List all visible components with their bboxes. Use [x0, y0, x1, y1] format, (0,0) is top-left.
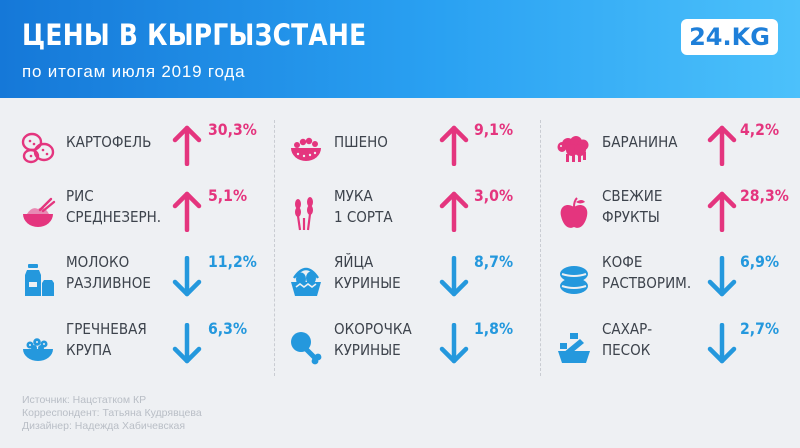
item-name: САХАР- ПЕСОК	[602, 319, 719, 361]
credit-designer: Дизайнер: Надежда Хабичевская	[22, 420, 186, 432]
arrow-up-icon	[707, 190, 737, 233]
item-name: МУКА 1 СОРТА	[334, 186, 451, 228]
arrow-up-icon	[439, 124, 469, 167]
coffee-beans-icon	[556, 262, 592, 298]
item-name-line: РАЗЛИВНОЕ	[66, 274, 151, 292]
item-name-line: ЯЙЦА	[334, 253, 374, 271]
item-name-line: КРУПА	[66, 341, 112, 359]
page-subtitle: по итогам июля 2019 года	[22, 62, 246, 81]
change-value: 4,2%	[740, 120, 780, 139]
millet-icon	[288, 130, 324, 166]
rice-bowl-icon	[20, 196, 56, 232]
change-value: 6,3%	[208, 319, 248, 338]
item-name: СВЕЖИЕ ФРУКТЫ	[602, 186, 719, 228]
item-name: КОФЕ РАСТВОРИМ.	[602, 252, 719, 294]
arrow-down-icon	[172, 255, 202, 298]
sheep-icon	[556, 130, 592, 166]
chicken-leg-icon	[288, 329, 324, 365]
eggs-basket-icon	[288, 262, 324, 298]
arrow-up-icon	[439, 190, 469, 233]
wheat-icon	[288, 196, 324, 232]
sugar-scoop-icon	[556, 329, 592, 365]
change-value: 6,9%	[740, 252, 780, 271]
item-name: ПШЕНО	[334, 132, 451, 153]
credit-source: Источник: Нацстатком КР	[22, 394, 147, 406]
credit-correspondent: Корреспондент: Татьяна Кудрявцева	[22, 407, 202, 419]
item-name-line: СРЕДНЕЗЕРН.	[66, 208, 162, 226]
item-name-line: КУРИНЫЕ	[334, 341, 401, 359]
item-name-line: РИС	[66, 187, 94, 205]
item-name-line: БАРАНИНА	[602, 133, 678, 151]
item-name: ОКОРОЧКА КУРИНЫЕ	[334, 319, 451, 361]
brand-logo: 24.KG	[681, 19, 778, 55]
item-name-line: ПШЕНО	[334, 133, 388, 151]
item-name: БАРАНИНА	[602, 132, 719, 153]
header-banner: ЦЕНЫ В КЫРГЫЗСТАНЕ по итогам июля 2019 г…	[0, 0, 800, 98]
item-name: КАРТОФЕЛЬ	[66, 132, 183, 153]
item-name: МОЛОКО РАЗЛИВНОЕ	[66, 252, 183, 294]
arrow-up-icon	[707, 124, 737, 167]
content-area	[0, 98, 800, 448]
item-name-line: КОФЕ	[602, 253, 643, 271]
credits: Источник: Нацстатком КР Корреспондент: Т…	[22, 394, 202, 433]
arrow-down-icon	[439, 255, 469, 298]
change-value: 1,8%	[474, 319, 514, 338]
page-title: ЦЕНЫ В КЫРГЫЗСТАНЕ	[22, 18, 367, 52]
change-value: 30,3%	[208, 120, 257, 139]
apple-icon	[556, 196, 592, 232]
item-name-line: САХАР-	[602, 320, 653, 338]
item-name-line: МОЛОКО	[66, 253, 130, 271]
column-divider	[274, 120, 275, 376]
item-name-line: СВЕЖИЕ	[602, 187, 663, 205]
item-name-line: КАРТОФЕЛЬ	[66, 133, 152, 151]
item-name-line: 1 СОРТА	[334, 208, 393, 226]
item-name-line: КУРИНЫЕ	[334, 274, 401, 292]
arrow-down-icon	[707, 255, 737, 298]
arrow-down-icon	[707, 322, 737, 365]
change-value: 3,0%	[474, 186, 514, 205]
item-name: РИС СРЕДНЕЗЕРН.	[66, 186, 183, 228]
arrow-down-icon	[439, 322, 469, 365]
potato-icon	[20, 130, 56, 166]
item-name: ГРЕЧНЕВАЯ КРУПА	[66, 319, 183, 361]
item-name-line: ГРЕЧНЕВАЯ	[66, 320, 147, 338]
change-value: 28,3%	[740, 186, 789, 205]
arrow-up-icon	[172, 190, 202, 233]
arrow-up-icon	[172, 124, 202, 167]
item-name: ЯЙЦА КУРИНЫЕ	[334, 252, 451, 294]
change-value: 11,2%	[208, 252, 257, 271]
item-name-line: ФРУКТЫ	[602, 208, 660, 226]
milk-icon	[20, 262, 56, 298]
item-name-line: ПЕСОК	[602, 341, 651, 359]
arrow-down-icon	[172, 322, 202, 365]
change-value: 2,7%	[740, 319, 780, 338]
change-value: 5,1%	[208, 186, 248, 205]
change-value: 8,7%	[474, 252, 514, 271]
item-name-line: ОКОРОЧКА	[334, 320, 412, 338]
buckwheat-icon	[20, 329, 56, 365]
change-value: 9,1%	[474, 120, 514, 139]
item-name-line: РАСТВОРИМ.	[602, 274, 692, 292]
item-name-line: МУКА	[334, 187, 373, 205]
column-divider	[540, 120, 541, 376]
